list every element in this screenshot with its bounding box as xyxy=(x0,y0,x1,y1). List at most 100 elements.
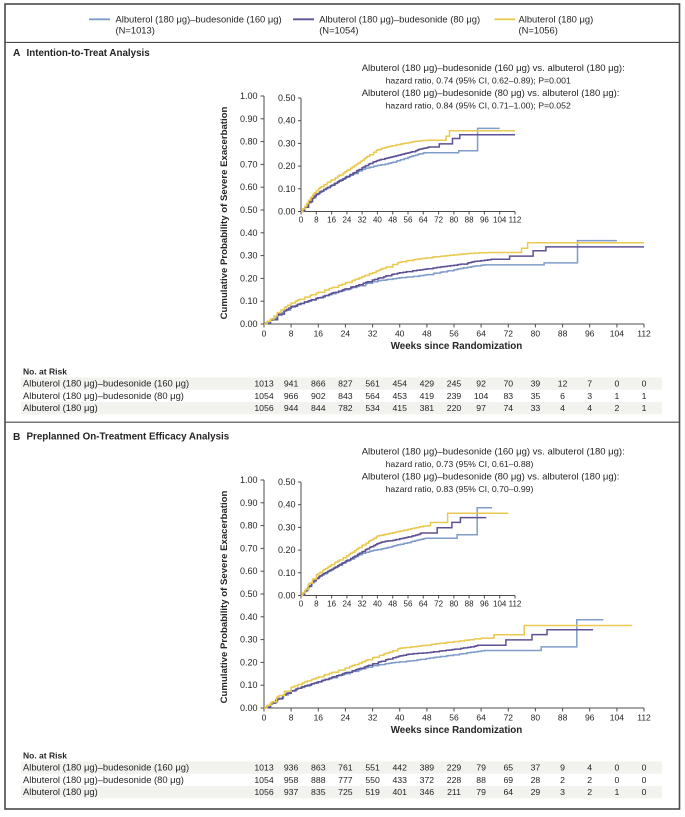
svg-text:0.40: 0.40 xyxy=(278,116,296,126)
svg-text:104: 104 xyxy=(493,600,507,609)
svg-text:Albuterol (180 μg)–budesonide: Albuterol (180 μg)–budesonide (80 μg) xyxy=(23,774,184,785)
svg-text:381: 381 xyxy=(420,403,435,413)
svg-text:0.10: 0.10 xyxy=(240,680,258,690)
svg-text:64: 64 xyxy=(476,329,486,339)
svg-text:32: 32 xyxy=(358,216,367,225)
svg-text:0: 0 xyxy=(262,329,267,339)
svg-text:550: 550 xyxy=(365,775,380,785)
svg-text:79: 79 xyxy=(476,787,486,797)
svg-text:0.10: 0.10 xyxy=(240,296,258,306)
svg-text:0.50: 0.50 xyxy=(278,477,296,487)
svg-text:429: 429 xyxy=(420,379,435,389)
svg-text:245: 245 xyxy=(447,379,462,389)
svg-text:4: 4 xyxy=(587,403,592,413)
svg-text:4: 4 xyxy=(560,403,565,413)
svg-text:48: 48 xyxy=(388,216,397,225)
svg-text:83: 83 xyxy=(503,391,513,401)
svg-text:Weeks since Randomization: Weeks since Randomization xyxy=(391,725,523,736)
svg-text:70: 70 xyxy=(503,379,513,389)
svg-text:(N=1013): (N=1013) xyxy=(116,25,155,36)
svg-text:0: 0 xyxy=(299,600,304,609)
svg-text:35: 35 xyxy=(531,391,541,401)
svg-text:0.50: 0.50 xyxy=(240,205,258,215)
svg-text:1: 1 xyxy=(642,403,647,413)
svg-text:0: 0 xyxy=(614,379,619,389)
svg-text:8: 8 xyxy=(289,713,294,723)
svg-text:0.00: 0.00 xyxy=(278,207,296,217)
svg-text:0: 0 xyxy=(614,763,619,773)
svg-text:72: 72 xyxy=(504,329,514,339)
svg-text:1.00: 1.00 xyxy=(240,91,258,101)
svg-text:40: 40 xyxy=(395,713,405,723)
svg-text:72: 72 xyxy=(434,600,443,609)
svg-text:902: 902 xyxy=(311,391,326,401)
svg-text:69: 69 xyxy=(503,775,513,785)
svg-text:454: 454 xyxy=(392,379,407,389)
svg-text:104: 104 xyxy=(610,329,624,339)
svg-text:104: 104 xyxy=(610,713,624,723)
svg-text:(N=1056): (N=1056) xyxy=(519,25,558,36)
svg-text:64: 64 xyxy=(419,216,428,225)
svg-text:0.40: 0.40 xyxy=(278,500,296,510)
svg-text:1: 1 xyxy=(642,391,647,401)
svg-text:2: 2 xyxy=(587,775,592,785)
svg-text:Albuterol (180 μg): Albuterol (180 μg) xyxy=(23,402,98,413)
svg-text:725: 725 xyxy=(338,787,353,797)
svg-text:966: 966 xyxy=(284,391,299,401)
svg-text:40: 40 xyxy=(373,600,382,609)
svg-text:1013: 1013 xyxy=(254,763,273,773)
svg-text:16: 16 xyxy=(314,329,324,339)
svg-text:415: 415 xyxy=(392,403,407,413)
svg-text:32: 32 xyxy=(358,600,367,609)
svg-text:0.10: 0.10 xyxy=(278,184,296,194)
svg-text:24: 24 xyxy=(342,600,351,609)
svg-text:3: 3 xyxy=(560,787,565,797)
svg-text:48: 48 xyxy=(422,329,432,339)
svg-text:96: 96 xyxy=(585,713,595,723)
svg-text:0.00: 0.00 xyxy=(240,319,258,329)
svg-text:96: 96 xyxy=(585,329,595,339)
svg-text:104: 104 xyxy=(474,391,489,401)
svg-text:33: 33 xyxy=(531,403,541,413)
svg-text:37: 37 xyxy=(531,763,541,773)
svg-text:72: 72 xyxy=(434,216,443,225)
svg-text:2: 2 xyxy=(614,403,619,413)
svg-text:0: 0 xyxy=(642,379,647,389)
svg-text:0.20: 0.20 xyxy=(240,273,258,283)
svg-text:844: 844 xyxy=(311,403,326,413)
svg-text:16: 16 xyxy=(327,216,336,225)
svg-text:519: 519 xyxy=(365,787,380,797)
svg-text:No. at Risk: No. at Risk xyxy=(23,750,67,760)
svg-text:(N=1054): (N=1054) xyxy=(319,25,358,36)
svg-text:941: 941 xyxy=(284,379,299,389)
svg-text:7: 7 xyxy=(587,379,592,389)
svg-text:hazard ratio, 0.74 (95% CI, 0.: hazard ratio, 0.74 (95% CI, 0.62–0.89); … xyxy=(386,76,571,86)
svg-text:97: 97 xyxy=(476,403,486,413)
svg-text:1056: 1056 xyxy=(254,787,273,797)
svg-text:782: 782 xyxy=(338,403,353,413)
svg-text:92: 92 xyxy=(476,379,486,389)
svg-text:Albuterol (180 μg)–budesonide: Albuterol (180 μg)–budesonide (80 μg) vs… xyxy=(362,88,620,99)
svg-text:Weeks since Randomization: Weeks since Randomization xyxy=(391,341,523,352)
svg-text:88: 88 xyxy=(558,713,568,723)
svg-text:1056: 1056 xyxy=(254,403,273,413)
svg-text:0.30: 0.30 xyxy=(240,635,258,645)
svg-text:534: 534 xyxy=(365,403,380,413)
svg-text:0.60: 0.60 xyxy=(240,566,258,576)
svg-text:64: 64 xyxy=(476,713,486,723)
svg-text:Albuterol (180 μg)–budesonide: Albuterol (180 μg)–budesonide (80 μg) xyxy=(23,390,184,401)
svg-text:A: A xyxy=(13,48,21,59)
svg-text:56: 56 xyxy=(404,600,413,609)
svg-text:Albuterol (180 μg): Albuterol (180 μg) xyxy=(23,786,98,797)
svg-text:80: 80 xyxy=(449,600,458,609)
svg-text:64: 64 xyxy=(419,600,428,609)
svg-text:48: 48 xyxy=(388,600,397,609)
svg-text:96: 96 xyxy=(480,216,489,225)
svg-text:0.20: 0.20 xyxy=(240,657,258,667)
svg-text:401: 401 xyxy=(392,787,407,797)
svg-text:80: 80 xyxy=(531,329,541,339)
svg-text:0: 0 xyxy=(299,216,304,225)
svg-text:229: 229 xyxy=(447,763,462,773)
svg-text:hazard ratio, 0.84 (95% CI, 0.: hazard ratio, 0.84 (95% CI, 0.71–1.00); … xyxy=(386,101,571,111)
svg-text:Albuterol (180 μg)–budesonide: Albuterol (180 μg)–budesonide (160 μg) xyxy=(23,762,189,773)
